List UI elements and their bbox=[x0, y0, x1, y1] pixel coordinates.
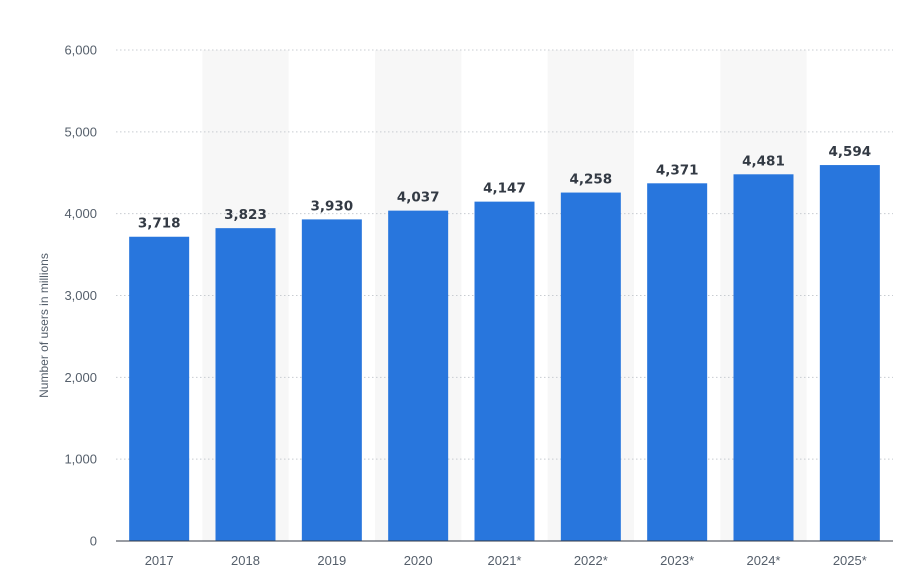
data-label: 4,594 bbox=[828, 144, 871, 160]
data-label: 4,037 bbox=[397, 190, 440, 206]
x-tick-label: 2020 bbox=[404, 553, 433, 568]
data-label: 3,823 bbox=[224, 207, 267, 223]
y-tick-label: 2,000 bbox=[64, 370, 97, 385]
bar[interactable] bbox=[647, 183, 708, 541]
y-axis-ticks: 0 1,000 2,000 3,000 4,000 5,000 6,000 bbox=[64, 43, 97, 549]
bar[interactable] bbox=[215, 228, 276, 541]
y-axis-title: Number of users in millions bbox=[37, 253, 51, 398]
y-tick-label: 5,000 bbox=[64, 124, 97, 139]
x-tick-label: 2017 bbox=[145, 553, 174, 568]
data-label: 3,718 bbox=[138, 216, 181, 232]
x-tick-label: 2025* bbox=[833, 553, 867, 568]
x-tick-label: 2022* bbox=[574, 553, 608, 568]
bar[interactable] bbox=[819, 165, 880, 541]
bar[interactable] bbox=[301, 219, 362, 541]
x-tick-label: 2023* bbox=[660, 553, 694, 568]
bar[interactable] bbox=[129, 236, 190, 542]
bar[interactable] bbox=[560, 192, 621, 542]
x-axis-ticks: 2017 2018 2019 2020 2021* 2022* 2023* 2024* 2025… bbox=[145, 553, 867, 568]
data-label: 4,371 bbox=[656, 162, 699, 178]
data-label: 3,930 bbox=[310, 198, 353, 214]
x-tick-label: 2021* bbox=[488, 553, 522, 568]
data-labels: 3,718 3,823 3,930 4,037 4,147 4,258 4,371 4,481… bbox=[138, 144, 871, 232]
bars bbox=[129, 165, 880, 542]
data-label: 4,147 bbox=[483, 181, 526, 197]
x-tick-label: 2024* bbox=[747, 553, 781, 568]
y-tick-label: 4,000 bbox=[64, 206, 97, 221]
y-tick-label: 6,000 bbox=[64, 43, 97, 58]
bar[interactable] bbox=[388, 210, 449, 541]
data-label: 4,258 bbox=[569, 172, 612, 188]
y-tick-label: 3,000 bbox=[64, 288, 97, 303]
x-tick-label: 2018 bbox=[231, 553, 260, 568]
bar[interactable] bbox=[733, 174, 794, 541]
bar[interactable] bbox=[474, 201, 535, 542]
x-tick-label: 2019 bbox=[317, 553, 346, 568]
data-label: 4,481 bbox=[742, 153, 785, 169]
y-tick-label: 1,000 bbox=[64, 452, 97, 467]
y-tick-label: 0 bbox=[90, 534, 97, 549]
